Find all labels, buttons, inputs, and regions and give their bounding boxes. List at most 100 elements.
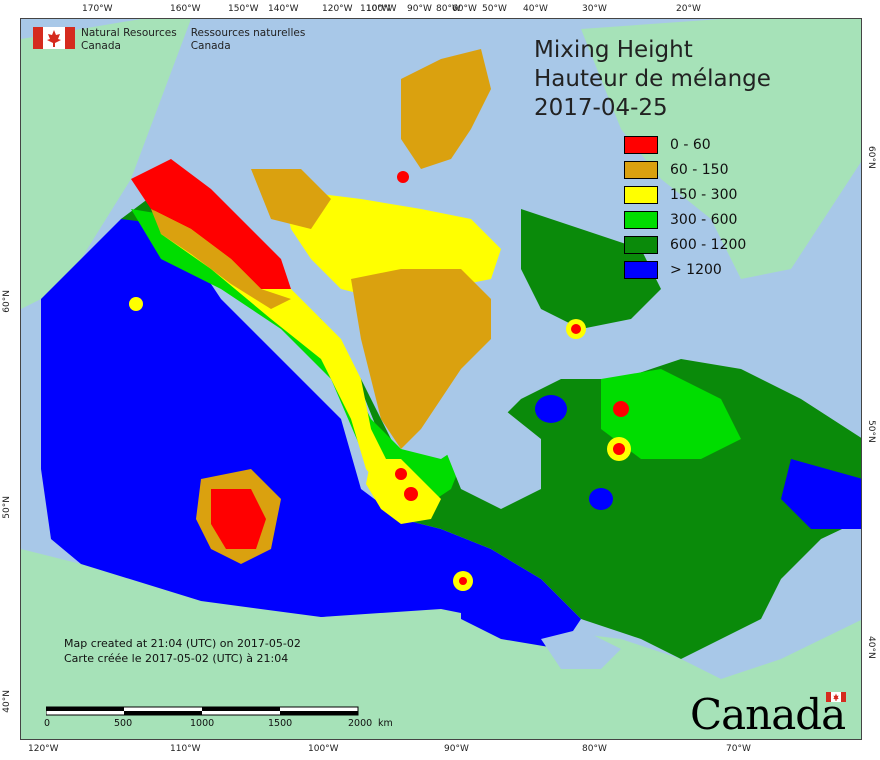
blue-patch xyxy=(535,395,567,423)
map-canvas[interactable]: Natural Resources Canada Ressources natu… xyxy=(20,18,862,740)
legend-item: 0 - 60 xyxy=(624,132,746,157)
region-300-600 xyxy=(131,209,471,509)
legend-swatch xyxy=(624,235,658,254)
map-title-fr: Hauteur de mélange xyxy=(534,66,771,92)
scale-label: 2000 xyxy=(348,718,373,729)
graticule-top-label: 100°W xyxy=(366,4,397,14)
legend-label: > 1200 xyxy=(670,261,722,278)
agency-name-fr-line2: Canada xyxy=(190,40,231,52)
legend-swatch xyxy=(624,260,658,279)
map-created-info: Map created at 21:04 (UTC) on 2017-05-02… xyxy=(64,636,301,666)
legend-item: 60 - 150 xyxy=(624,157,746,182)
greenland-land xyxy=(581,19,861,279)
scale-label: 1500 xyxy=(268,718,293,729)
graticule-top-label: 20°W xyxy=(676,4,701,14)
graticule-left-label: 50°N xyxy=(2,496,12,519)
legend-label: 0 - 60 xyxy=(670,136,711,153)
legend-swatch xyxy=(624,160,658,179)
legend-label: 60 - 150 xyxy=(670,161,729,178)
graticule-top-label: 120°W xyxy=(322,4,353,14)
agency-name-en: Natural Resources Canada xyxy=(81,27,177,53)
legend-swatch xyxy=(624,210,658,229)
graticule-top-label: 30°W xyxy=(582,4,607,14)
hudson-yellow xyxy=(366,459,441,524)
scale-unit: km xyxy=(378,718,393,729)
legend-label: 300 - 600 xyxy=(670,211,738,228)
red-spot xyxy=(571,324,581,334)
ontario-blue xyxy=(461,579,581,649)
region-0-60 xyxy=(131,159,291,289)
legend-item: 600 - 1200 xyxy=(624,232,746,257)
red-spot xyxy=(397,171,409,183)
arctic-orange xyxy=(401,49,491,169)
graticule-bottom-label: 80°W xyxy=(582,744,607,754)
legend-item: > 1200 xyxy=(624,257,746,282)
red-spot xyxy=(613,401,629,417)
red-spot xyxy=(613,443,625,455)
region-60-150 xyxy=(351,269,491,449)
prairie-blue xyxy=(271,529,401,617)
agency-name-en-line2: Canada xyxy=(81,40,121,52)
blue-patch xyxy=(589,488,613,510)
red-spot xyxy=(404,487,418,501)
agency-logo: Natural Resources Canada Ressources natu… xyxy=(33,27,319,53)
arctic-orange-west xyxy=(251,169,331,229)
graticule-bottom-label: 90°W xyxy=(444,744,469,754)
graticule-top-label: 160°W xyxy=(170,4,201,14)
graticule-top-label: 140°W xyxy=(268,4,299,14)
alaska-land xyxy=(21,19,191,309)
wordmark-flag-icon xyxy=(826,692,846,702)
legend-label: 150 - 300 xyxy=(670,186,738,203)
canada-flag-icon xyxy=(33,27,75,49)
legend-swatch xyxy=(624,135,658,154)
coastal-orange xyxy=(151,209,291,309)
scale-label: 500 xyxy=(114,718,133,729)
map-title: Mixing Height Hauteur de mélange 2017-04… xyxy=(534,36,771,123)
usa-land xyxy=(21,549,861,739)
scale-bar-graphic xyxy=(45,706,359,716)
graticule-left-label: 60°N xyxy=(2,290,12,313)
legend: 0 - 60 60 - 150 150 - 300 300 - 600 600 - 12… xyxy=(624,132,746,282)
scale-label: 1000 xyxy=(190,718,215,729)
graticule-top-label: 150°W xyxy=(228,4,259,14)
legend-label: 600 - 1200 xyxy=(670,236,747,253)
map-created-fr: Carte créée le 2017-05-02 (UTC) à 21:04 xyxy=(64,652,289,665)
graticule-top-label: 50°W xyxy=(482,4,507,14)
graticule-top-label: 110°W xyxy=(360,4,391,14)
region-over-1200 xyxy=(41,199,561,629)
graticule-top-label: 90°W xyxy=(407,4,432,14)
map-title-en: Mixing Height xyxy=(534,37,693,63)
graticule-right-label: 60°N xyxy=(866,146,876,169)
graticule-right-label: 40°N xyxy=(866,636,876,659)
agency-name-en-line1: Natural Resources xyxy=(81,27,177,39)
graticule-bottom-label: 100°W xyxy=(308,744,339,754)
map-date: 2017-04-25 xyxy=(534,95,668,121)
graticule-bottom-label: 70°W xyxy=(726,744,751,754)
baffin-green xyxy=(521,209,661,329)
graticule-bottom-label: 110°W xyxy=(170,744,201,754)
graticule-top-label: 40°W xyxy=(523,4,548,14)
graticule-top-label: 80°W xyxy=(436,4,461,14)
graticule-top-label: 170°W xyxy=(82,4,113,14)
scale-bar: 0 500 1000 1500 2000 km xyxy=(44,704,393,729)
agency-name-fr: Ressources naturelles Canada xyxy=(191,27,306,53)
graticule-top-label: 60°W xyxy=(452,4,477,14)
graticule-right-label: 50°N xyxy=(866,420,876,443)
legend-item: 300 - 600 xyxy=(624,207,746,232)
yellow-spot xyxy=(129,297,143,311)
red-spot xyxy=(459,577,467,585)
red-spot xyxy=(395,468,407,480)
agency-name-fr-line1: Ressources naturelles xyxy=(190,27,306,39)
graticule-left-label: 40°N xyxy=(2,690,12,713)
newfoundland-blue xyxy=(781,459,861,529)
map-created-en: Map created at 21:04 (UTC) on 2017-05-02 xyxy=(64,637,301,650)
great-lakes xyxy=(541,629,621,669)
labrador-green xyxy=(601,369,741,459)
graticule-bottom-label: 120°W xyxy=(28,744,59,754)
legend-swatch xyxy=(624,185,658,204)
legend-item: 150 - 300 xyxy=(624,182,746,207)
mixing-height-map xyxy=(21,19,861,739)
alberta-red xyxy=(211,489,266,549)
hudson-bay xyxy=(441,399,541,509)
